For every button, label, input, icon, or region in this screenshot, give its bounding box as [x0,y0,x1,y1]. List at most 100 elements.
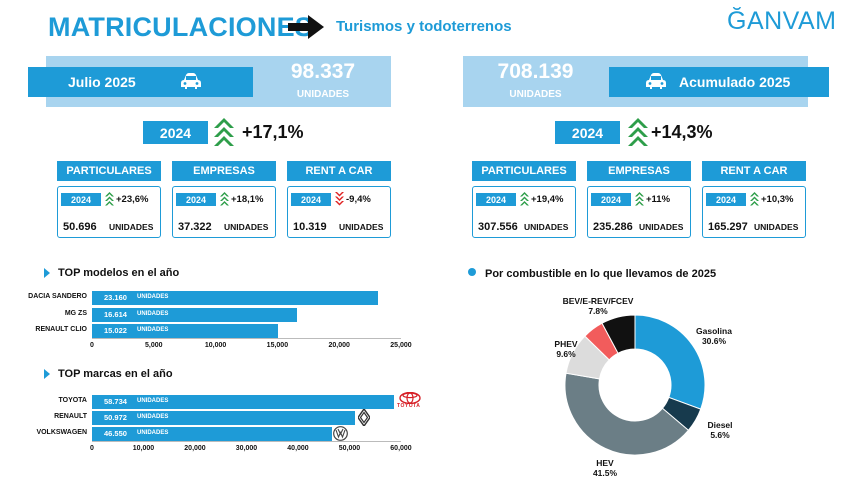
x-tick-label: 20,000 [184,445,206,452]
pie-callout-name: BEV/E-REV/FCEV [562,296,634,306]
ganvam-logo: ĞANVAM [727,7,837,35]
page-title: MATRICULACIONES [48,12,313,42]
bar [92,324,278,338]
toyota-logo [399,392,421,404]
bar-value-label: 16.614 [104,309,127,319]
bar [92,427,332,441]
segment-year: 2024 [291,193,331,206]
volkswagen-logo [333,426,348,441]
x-tick-label: 5,000 [145,342,163,349]
pie-callout: HEV 41.5% [567,458,643,478]
pie-slice [634,314,706,410]
pie-slice [601,314,636,354]
pie-callout-value: 7.8% [588,306,608,316]
cumulative-year: 2024 [571,124,604,141]
arrow-right-icon [288,15,324,39]
bar [92,307,298,322]
bar-unit-label: UNIDADES [137,430,169,436]
x-tick-label: 30,000 [235,445,258,452]
x-tick-label: 15,000 [266,342,289,349]
bar-unit-label: UNIDADES [137,294,169,300]
segment-change: +18,1% [231,194,264,205]
segment-year: 2024 [706,193,746,206]
segment-change: +23,6% [116,194,149,205]
segment-change: +19,4% [531,194,564,205]
pie-callout: Gasolina 30.6% [676,326,752,346]
fuel-donut-chart [564,314,706,456]
segment-value: 235.286 [593,221,633,233]
x-tick-label: 10,000 [132,445,155,452]
bar-unit-label: UNIDADES [137,414,169,420]
segment-change: +11% [646,194,671,205]
cumulative-year-box: 2024 [555,121,620,144]
pie-callout-name: Diesel [707,420,733,430]
bar-category-label: MG ZS [64,309,87,317]
month-total: 98.337 [290,60,356,83]
cumulative-units: UNIDADES [509,89,562,100]
segment-header: PARTICULARES [57,161,161,181]
x-tick-label: 0 [90,445,94,452]
cumulative-label-box: Acumulado 2025 [609,67,829,97]
pie-callout-name: PHEV [554,339,578,349]
segment-year: 2024 [176,193,216,206]
segment-change: +10,3% [761,194,794,205]
chevron-down-icon [335,192,344,206]
segment-value: 10.319 [293,221,327,233]
pie-callout-value: 41.5% [592,468,618,478]
segment-year: 2024 [476,193,516,206]
pie-callout-value: 5.6% [710,430,730,440]
segment-header: RENT A CAR [702,161,806,181]
bar-category-label: RENAULT [54,413,87,420]
section-marker-icon [468,268,476,276]
segment-year: 2024 [61,193,101,206]
pie-slice [564,372,690,456]
pie-callout-value: 9.6% [556,349,576,359]
pie-callout: BEV/E-REV/FCEV 7.8% [560,296,636,316]
x-tick-label: 60,000 [390,445,412,452]
x-tick-label: 40,000 [287,445,309,452]
month-year: 2024 [159,124,192,141]
bar [92,395,395,409]
pie-callout-value: 30.6% [701,336,727,346]
x-tick-label: 25,000 [390,342,412,349]
segment-units: UNIDADES [754,222,799,232]
car-icon [181,73,201,89]
bar-value-label: 46.550 [104,429,127,438]
bar-unit-label: UNIDADES [137,327,169,333]
month-label-box: Julio 2025 [28,67,253,97]
renault-logo [358,409,370,426]
double-chevron-up-icon [628,118,648,146]
segment-header: EMPRESAS [172,161,276,181]
bar-category-label: RENAULT CLIO [35,326,87,333]
bar-value-label: 50.972 [104,413,127,422]
segment-year: 2024 [591,193,631,206]
section-marker-icon [44,369,50,379]
segment-header: PARTICULARES [472,161,576,181]
segment-units: UNIDADES [524,222,569,232]
x-tick-label: 10,000 [204,342,227,349]
chevron-up-icon [105,192,114,206]
x-tick-label: 20,000 [328,342,350,349]
bar-category-label: VOLKSWAGEN [36,429,87,436]
segment-card [57,186,161,238]
month-units: UNIDADES [296,89,350,100]
section-marker-icon [44,268,50,278]
x-axis-line [92,338,401,339]
double-chevron-up-icon [214,118,234,146]
segment-value: 307.556 [478,221,518,233]
bar-unit-label: UNIDADES [137,398,169,404]
bar [92,291,379,305]
bar-category-label: DACIA SANDERO [28,293,87,300]
month-year-box: 2024 [143,121,208,144]
chevron-up-icon [220,192,229,206]
pie-callout-name: Gasolina [696,326,732,336]
x-tick-label: 0 [90,342,94,349]
chevron-up-icon [635,192,644,206]
x-tick-label: 50,000 [338,445,361,452]
cumulative-total: 708.139 [497,60,574,83]
bar-value-label: 58.734 [104,397,127,406]
segment-units: UNIDADES [224,222,269,232]
bar-unit-label: UNIDADES [137,310,169,317]
brands-chart-title: TOP marcas en el año [58,368,173,380]
fuel-chart-title: Por combustible en lo que llevamos de 20… [485,268,717,280]
